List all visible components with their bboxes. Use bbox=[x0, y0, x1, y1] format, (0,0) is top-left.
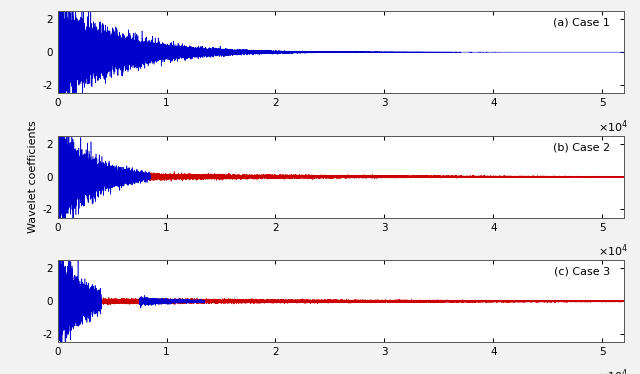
Text: (b) Case 2: (b) Case 2 bbox=[553, 142, 610, 152]
Y-axis label: Wavelet coefficients: Wavelet coefficients bbox=[28, 120, 38, 233]
Text: (c) Case 3: (c) Case 3 bbox=[554, 267, 610, 277]
Text: (a) Case 1: (a) Case 1 bbox=[553, 18, 610, 28]
Text: $\times10^4$: $\times10^4$ bbox=[598, 243, 628, 259]
Text: $\times10^4$: $\times10^4$ bbox=[598, 367, 628, 374]
Text: $\times10^4$: $\times10^4$ bbox=[598, 118, 628, 135]
